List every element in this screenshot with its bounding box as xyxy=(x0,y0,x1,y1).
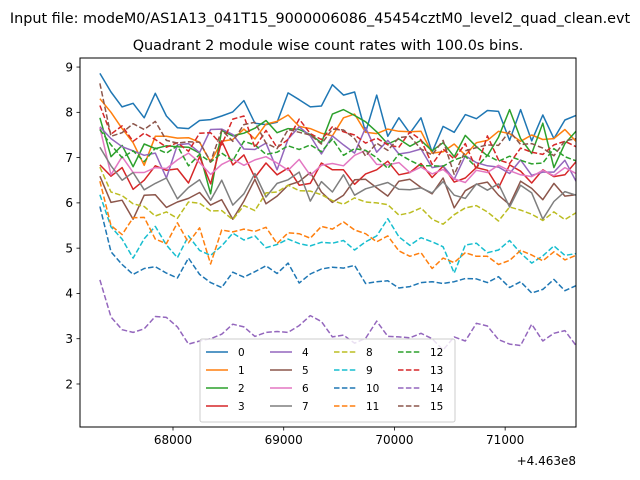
x-tick-label: 69000 xyxy=(265,433,303,447)
legend-label-14: 14 xyxy=(430,383,444,395)
y-tick-label: 2 xyxy=(65,377,73,391)
legend-label-11: 11 xyxy=(366,401,379,413)
series-line-6 xyxy=(99,127,576,184)
y-tick-label: 3 xyxy=(65,332,73,346)
series-line-9 xyxy=(99,194,576,274)
figure-suptitle: Input file: modeM0/AS1A13_041T15_9000006… xyxy=(10,11,631,27)
legend-label-9: 9 xyxy=(366,365,373,377)
legend-label-4: 4 xyxy=(302,347,309,359)
legend-label-12: 12 xyxy=(430,347,443,359)
y-tick-label: 5 xyxy=(65,241,73,255)
series-line-13 xyxy=(99,105,576,171)
y-tick-label: 4 xyxy=(65,287,73,301)
legend-label-6: 6 xyxy=(302,383,309,395)
series-line-1 xyxy=(99,98,576,167)
legend-label-7: 7 xyxy=(302,401,309,413)
series-line-11 xyxy=(99,181,576,270)
series-line-0 xyxy=(99,73,576,153)
ticks-layer: 68000 69000 70000 71000 2 3 4 5 6 7 8 9 xyxy=(65,60,524,447)
legend-label-10: 10 xyxy=(366,383,379,395)
legend-label-0: 0 xyxy=(238,347,245,359)
y-tick-label: 7 xyxy=(65,151,73,165)
legend-box xyxy=(199,338,456,423)
series-line-3 xyxy=(99,140,576,191)
series-layer xyxy=(99,73,576,351)
x-tick-label: 70000 xyxy=(375,433,413,447)
x-tick-label: 71000 xyxy=(486,433,524,447)
axes-frame xyxy=(79,57,577,428)
y-tick-label: 8 xyxy=(65,106,73,120)
legend-label-8: 8 xyxy=(366,347,373,359)
y-tick-label: 9 xyxy=(65,60,73,74)
legend-label-2: 2 xyxy=(238,383,245,395)
series-line-12 xyxy=(99,129,576,170)
x-tick-label: 68000 xyxy=(154,433,192,447)
legend-label-15: 15 xyxy=(430,401,443,413)
series-line-5 xyxy=(99,171,576,220)
series-line-4 xyxy=(99,126,576,182)
legend-label-3: 3 xyxy=(238,401,245,413)
series-line-8 xyxy=(99,166,576,225)
series-line-7 xyxy=(99,146,576,220)
y-tick-label: 6 xyxy=(65,196,73,210)
x-offset-label: +4.463e8 xyxy=(517,454,576,468)
chart-title: Quadrant 2 module wise count rates with … xyxy=(133,38,524,54)
legend-label-13: 13 xyxy=(430,365,443,377)
series-line-10 xyxy=(99,206,576,294)
legend-label-5: 5 xyxy=(302,365,309,377)
legend-label-1: 1 xyxy=(238,365,245,377)
series-line-15 xyxy=(99,83,576,176)
